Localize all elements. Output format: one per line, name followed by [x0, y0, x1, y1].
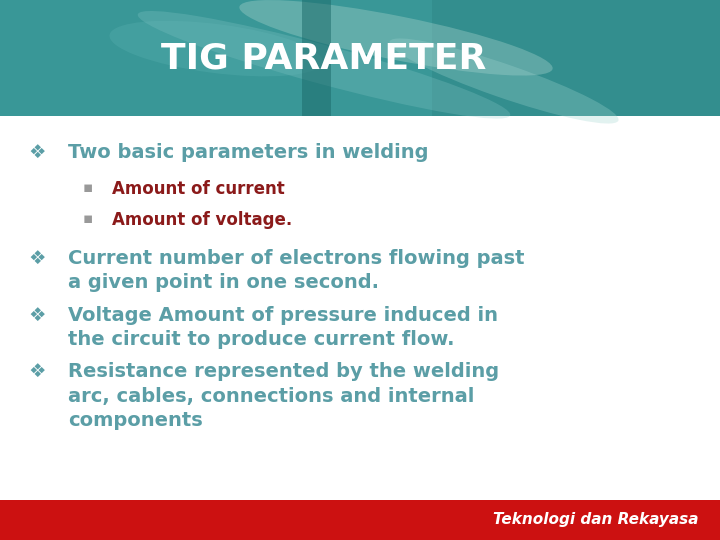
Ellipse shape: [390, 38, 618, 124]
Text: ❖: ❖: [29, 143, 46, 162]
Bar: [0, 116, 720, 500]
Text: ❖: ❖: [29, 249, 46, 268]
Text: Amount of current: Amount of current: [112, 180, 284, 198]
Text: ❖: ❖: [29, 362, 46, 381]
Bar: [0, 500, 720, 540]
Text: Amount of voltage.: Amount of voltage.: [112, 211, 292, 229]
Text: Two basic parameters in welding: Two basic parameters in welding: [68, 143, 429, 162]
Text: ▪: ▪: [83, 211, 93, 226]
Text: Resistance represented by the welding
arc, cables, connections and internal
comp: Resistance represented by the welding ar…: [68, 362, 500, 430]
Text: Teknologi dan Rekayasa: Teknologi dan Rekayasa: [493, 512, 698, 527]
Text: Current number of electrons flowing past
a given point in one second.: Current number of electrons flowing past…: [68, 249, 525, 292]
Text: ▪: ▪: [83, 180, 93, 195]
Text: Voltage Amount of pressure induced in
the circuit to produce current flow.: Voltage Amount of pressure induced in th…: [68, 306, 498, 349]
Bar: [302, 0, 331, 116]
Ellipse shape: [109, 21, 323, 76]
Ellipse shape: [239, 0, 553, 76]
Ellipse shape: [138, 11, 510, 119]
Text: TIG PARAMETER: TIG PARAMETER: [161, 41, 487, 75]
Bar: [0, 0, 432, 116]
Bar: [0, 0, 720, 116]
Text: ❖: ❖: [29, 306, 46, 325]
Bar: [0, 0, 720, 116]
